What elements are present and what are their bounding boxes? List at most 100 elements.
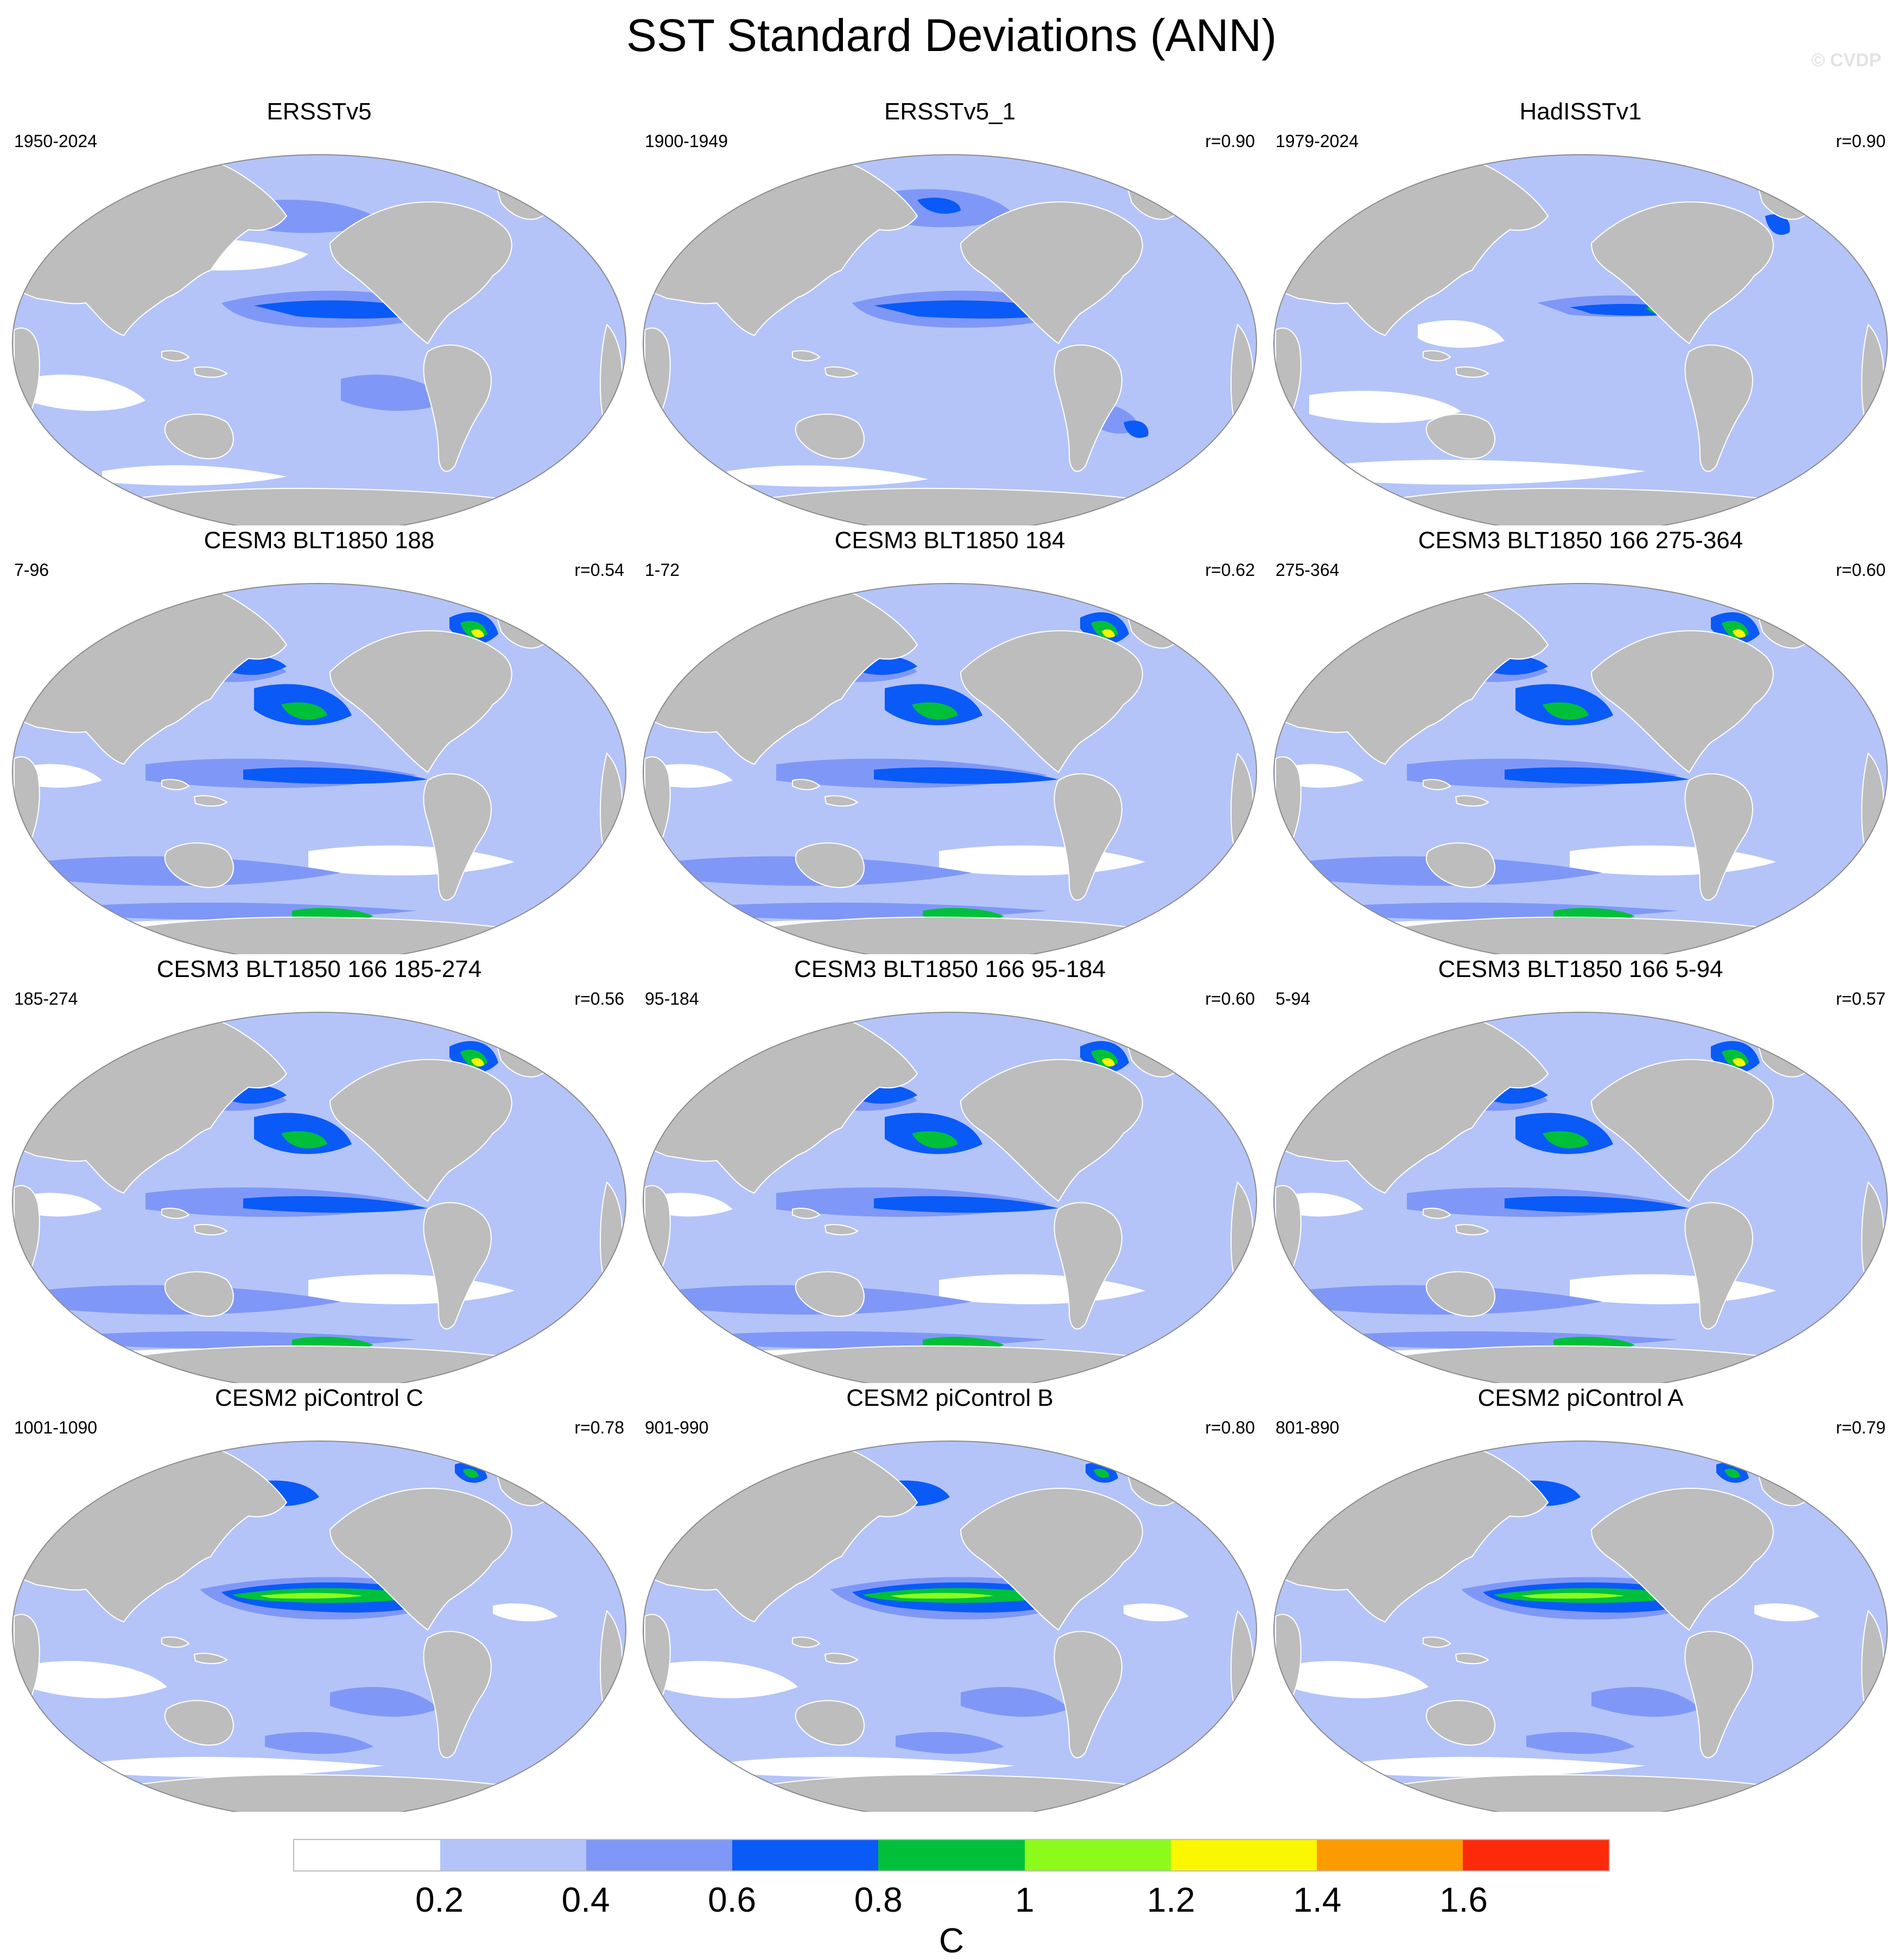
- land-mass: [423, 1202, 492, 1330]
- land-mass: [1590, 201, 1774, 345]
- land-mass: [792, 1208, 821, 1219]
- land-mass: [795, 1700, 865, 1746]
- colorbar-swatch: [586, 1840, 733, 1870]
- panel-title: CESM2 piControl C: [215, 1385, 423, 1411]
- land-mass: [193, 366, 228, 378]
- sst-contour: [493, 1603, 558, 1622]
- land-mass: [1590, 1059, 1774, 1202]
- panel-period: 801-890: [1276, 1418, 1340, 1437]
- colorbar: [293, 1839, 1610, 1872]
- map-outline: [643, 583, 1257, 954]
- land-mass: [1054, 1631, 1122, 1759]
- land-mass: [1054, 773, 1122, 901]
- sst-contour: [874, 767, 1058, 784]
- panel-period: 1001-1090: [14, 1418, 98, 1437]
- panel-period: 5-94: [1276, 989, 1311, 1008]
- land-mass: [1423, 1636, 1451, 1648]
- map-panel: CESM3 BLT1850 166 275-364 275-364 r=0.60: [1266, 525, 1895, 954]
- sst-contour: [471, 1058, 484, 1067]
- sst-contour: [1320, 460, 1646, 485]
- panel-period: 275-364: [1276, 560, 1340, 580]
- land-mass: [1425, 1271, 1495, 1317]
- land-mass: [960, 201, 1143, 345]
- panel-period: 1950-2024: [14, 131, 98, 151]
- map-outline: [1273, 154, 1888, 525]
- map-outline: [12, 1012, 626, 1383]
- sst-contour: [91, 1756, 384, 1777]
- land-mass: [1684, 1202, 1753, 1330]
- land-mass: [1684, 344, 1753, 472]
- sst-contour: [471, 629, 484, 638]
- colorbar-swatch: [294, 1840, 441, 1870]
- land-mass: [329, 1059, 512, 1202]
- watermark: © CVDP: [1811, 50, 1881, 71]
- map-outline: [1273, 1012, 1888, 1383]
- land-mass: [792, 779, 821, 790]
- land-mass: [960, 1488, 1143, 1631]
- land-mass: [795, 414, 865, 460]
- panel-correlation: r=0.54: [574, 560, 624, 580]
- panel-period: 901-990: [645, 1418, 709, 1437]
- sst-contour: [26, 1661, 167, 1698]
- colorbar-swatch: [440, 1840, 587, 1870]
- land-mass: [329, 1488, 512, 1631]
- land-mass: [795, 1271, 865, 1317]
- sst-contour: [341, 375, 449, 411]
- world-map: [12, 1012, 626, 1383]
- colorbar-tick-label: 1: [1014, 1880, 1035, 1919]
- panel-correlation: r=0.60: [1836, 560, 1886, 580]
- land-mass: [824, 1653, 859, 1664]
- sst-contour: [330, 1687, 439, 1717]
- colorbar-tick-label: 1.4: [1293, 1880, 1342, 1919]
- sst-contour: [281, 1131, 327, 1149]
- sst-contour: [1526, 1731, 1635, 1754]
- panel-title: CESM2 piControl B: [846, 1385, 1054, 1411]
- sst-contour: [1287, 1661, 1429, 1698]
- world-map: [1273, 1441, 1888, 1812]
- panel-title: HadISSTv1: [1519, 98, 1642, 125]
- colorbar-tick-label: 0.2: [415, 1880, 464, 1919]
- land-mass: [1455, 795, 1489, 807]
- map-panel: CESM2 piControl B 901-990 r=0.80: [635, 1383, 1265, 1812]
- map-panel: ERSSTv5 1950-2024: [4, 97, 634, 525]
- sst-contour: [890, 1593, 993, 1599]
- land-mass: [1425, 1700, 1495, 1746]
- sst-contour: [657, 1661, 798, 1698]
- map-outline: [1273, 583, 1888, 954]
- colorbar-tick-label: 1.6: [1439, 1880, 1488, 1919]
- panel-correlation: r=0.60: [1205, 989, 1255, 1008]
- colorbar-tick-label: 0.6: [708, 1880, 757, 1919]
- sst-contour: [243, 1196, 428, 1213]
- sst-contour: [1733, 629, 1746, 638]
- land-mass: [1425, 842, 1495, 889]
- world-map: [643, 154, 1257, 525]
- land-mass: [1455, 1653, 1489, 1664]
- land-mass: [1590, 1488, 1774, 1631]
- sst-contour: [26, 375, 145, 411]
- map-panel: CESM3 BLT1850 188 7-96 r=0.54: [4, 525, 634, 954]
- map-panel: ERSSTv5_1 1900-1949 r=0.90: [635, 97, 1265, 525]
- map-panel: CESM3 BLT1850 166 5-94 5-94 r=0.57: [1266, 954, 1895, 1383]
- map-panel: CESM3 BLT1850 166 185-274 185-274 r=0.56: [4, 954, 634, 1383]
- sst-contour: [874, 1196, 1058, 1213]
- panel-correlation: r=0.79: [1836, 1418, 1886, 1437]
- land-mass: [329, 630, 512, 773]
- land-mass: [1054, 1202, 1122, 1330]
- sst-contour: [917, 198, 961, 214]
- colorbar-tick-label: 1.2: [1146, 1880, 1195, 1919]
- sst-contour: [1505, 767, 1689, 784]
- land-mass: [960, 630, 1143, 773]
- sst-contour: [1591, 1687, 1700, 1717]
- colorbar-units: C: [938, 1921, 965, 1960]
- sst-contour: [1309, 390, 1461, 423]
- sst-contour: [1733, 1058, 1746, 1067]
- map-panel: CESM2 piControl A 801-890 r=0.79: [1266, 1383, 1895, 1812]
- figure-title: SST Standard Deviations (ANN): [626, 10, 1277, 61]
- land-mass: [1423, 1208, 1451, 1219]
- panel-correlation: r=0.62: [1205, 560, 1255, 580]
- sst-contour: [1521, 1593, 1624, 1599]
- land-mass: [423, 773, 492, 901]
- panel-title: CESM3 BLT1850 166 95-184: [794, 956, 1106, 982]
- panel-period: 95-184: [645, 989, 699, 1008]
- panel-period: 1-72: [645, 560, 680, 580]
